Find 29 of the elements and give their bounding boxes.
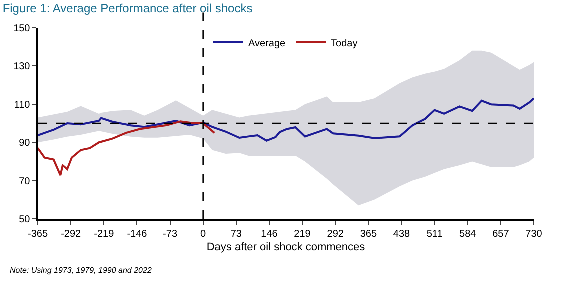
x-tick-label: 657	[492, 228, 510, 240]
y-tick-label: 130	[14, 62, 31, 73]
x-tick-label: -219	[94, 228, 115, 240]
x-tick-label: 73	[230, 228, 242, 240]
x-tick-label: 292	[327, 228, 344, 240]
line-series	[38, 97, 534, 142]
y-tick-label: 50	[19, 214, 31, 226]
chart-title: Figure 1: Average Performance after oil shocks	[2, 2, 253, 16]
legend-label: Today	[331, 38, 358, 50]
x-tick-label: 438	[393, 228, 411, 240]
x-tick-label: 146	[261, 228, 278, 240]
y-tick-label: 150	[14, 24, 31, 34]
x-tick-label: 511	[426, 228, 444, 240]
y-tick-label: 70	[19, 176, 31, 188]
legend-label: Average	[248, 38, 286, 50]
x-axis-title: Days after oil shock commences	[206, 241, 366, 254]
x-tick-label: 730	[526, 228, 543, 240]
text: Note: Using 1973, 1979, 1990 and 2022	[10, 266, 152, 275]
x-tick-label: -146	[127, 228, 148, 240]
line-series	[38, 120, 216, 176]
x-tick-label: 365	[360, 228, 378, 240]
x-tick-label: 0	[200, 228, 207, 240]
x-tick-label: -73	[163, 228, 178, 240]
x-tick-label: -365	[28, 228, 48, 240]
x-tick-label: 584	[460, 228, 477, 240]
y-tick-label: 90	[19, 138, 31, 150]
x-tick-label: 219	[294, 228, 312, 240]
y-tick-label: 110	[14, 100, 31, 111]
x-tick-label: -292	[61, 228, 82, 240]
